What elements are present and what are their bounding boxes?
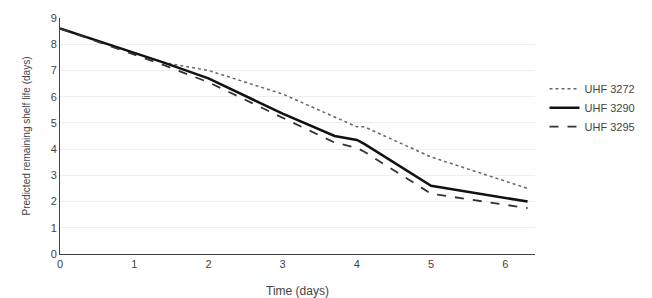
svg-text:1: 1 — [131, 258, 137, 270]
svg-text:4: 4 — [51, 143, 57, 155]
svg-text:6: 6 — [502, 258, 508, 270]
svg-text:Predicted remaining shelf life: Predicted remaining shelf life (days) — [21, 57, 32, 216]
svg-text:0: 0 — [57, 258, 63, 270]
svg-text:8: 8 — [51, 38, 57, 50]
svg-text:1: 1 — [51, 222, 57, 234]
svg-text:3: 3 — [51, 169, 57, 181]
svg-text:UHF 3272: UHF 3272 — [585, 83, 635, 95]
svg-text:5: 5 — [51, 117, 57, 129]
svg-text:3: 3 — [280, 258, 286, 270]
svg-text:UHF 3290: UHF 3290 — [585, 102, 635, 114]
svg-text:4: 4 — [354, 258, 360, 270]
svg-text:9: 9 — [51, 12, 57, 24]
svg-text:UHF 3295: UHF 3295 — [585, 121, 635, 133]
svg-text:7: 7 — [51, 64, 57, 76]
svg-text:Time (days): Time (days) — [266, 284, 329, 298]
svg-text:2: 2 — [205, 258, 211, 270]
svg-text:2: 2 — [51, 195, 57, 207]
svg-text:6: 6 — [51, 91, 57, 103]
svg-text:0: 0 — [51, 248, 57, 260]
svg-text:5: 5 — [428, 258, 434, 270]
